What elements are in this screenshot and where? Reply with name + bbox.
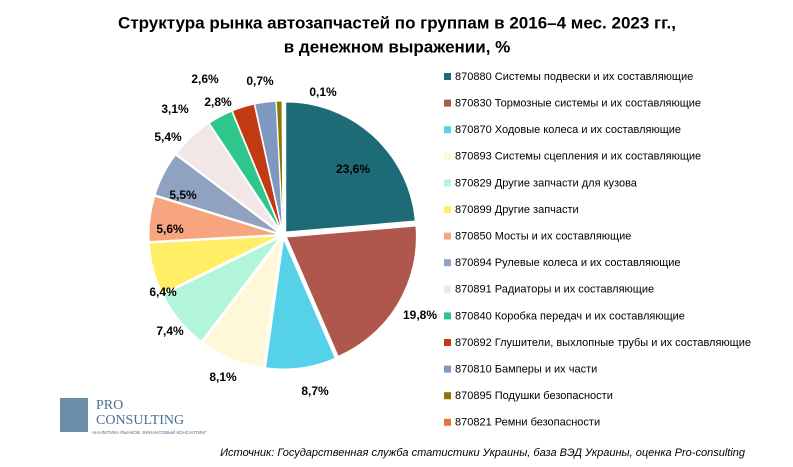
legend-label: 870893 Системы сцепления и их составляющ… (455, 151, 701, 163)
logo-bottom: CONSULTING (96, 413, 184, 428)
legend-swatch (444, 392, 451, 400)
data-label: 7,4% (156, 324, 184, 338)
pie-slice (148, 235, 280, 294)
legend-label: 870830 Тормозные системы и их составляющ… (455, 98, 701, 110)
pie-slice (208, 110, 282, 232)
legend-swatch (444, 206, 451, 213)
legend-label: 870870 Ходовые колеса и их составляющие (455, 124, 681, 136)
legend-label: 870880 Системы подвески и их составляющи… (455, 71, 693, 83)
pie-slice (285, 101, 416, 233)
data-label: 23,6% (336, 162, 370, 176)
legend-label: 870840 Коробка передач и их составляющие (455, 310, 685, 322)
data-label: 5,4% (154, 130, 182, 144)
legend-swatch (444, 418, 451, 426)
data-label: 2,8% (204, 95, 232, 109)
legend-swatch (444, 365, 451, 373)
data-label: 8,7% (301, 384, 329, 398)
legend-swatch (444, 312, 451, 320)
data-label: 3,1% (161, 102, 189, 116)
pie-slice (154, 154, 280, 234)
data-label: 5,5% (169, 188, 197, 202)
pie-slice (202, 236, 283, 369)
legend-label: 870894 Рулевые колеса и их составляющие (455, 257, 681, 269)
data-label: 6,4% (149, 285, 177, 299)
data-label: 19,8% (403, 308, 437, 322)
pie-slice (231, 103, 283, 232)
logo-top: PRO (96, 398, 123, 413)
data-label: 0,7% (246, 74, 274, 88)
legend-swatch (444, 259, 451, 267)
legend-label: 870850 Мосты и их составляющие (455, 231, 631, 243)
legend-label: 870821 Ремни безопасности (455, 417, 600, 429)
chart-subtitle: в денежном выражении, % (284, 37, 511, 56)
logo-tagline: АНАЛИТИКА РЫНКОВ. ФИНАНСОВЫЙ КОНСАЛТИНГ (92, 428, 207, 435)
legend-label: 870895 Подушки безопасности (455, 390, 613, 402)
legend-label: 870891 Радиаторы и их составляющие (455, 284, 654, 296)
source: Источник: Государственная служба статист… (220, 447, 746, 459)
pie-slice (162, 237, 281, 342)
logo-icon (60, 398, 88, 432)
legend-swatch (444, 152, 451, 160)
legend-swatch (444, 73, 451, 80)
legend-swatch (444, 285, 451, 293)
chart-title: Структура рынка автозапчастей по группам… (118, 13, 676, 32)
data-label: 0,1% (309, 85, 337, 99)
pie-slice (281, 100, 284, 232)
legend-label: 870810 Бамперы и их части (455, 364, 597, 376)
pie-slice (285, 225, 417, 357)
legend-swatch (444, 99, 451, 107)
legend-label: 870829 Другие запчасти для кузова (455, 177, 638, 189)
logo: PRO CONSULTING АНАЛИТИКА РЫНКОВ. ФИНАНСО… (60, 398, 207, 435)
legend-swatch (444, 232, 451, 240)
legend-swatch (444, 179, 451, 187)
legend-swatch (444, 126, 451, 134)
pie-slice (148, 195, 280, 242)
pie-slice (265, 237, 336, 370)
pie-slice (175, 123, 281, 233)
legend-label: 870899 Другие запчасти (455, 204, 579, 216)
legend-label: 870892 Глушители, выхлопные трубы и их с… (455, 337, 751, 349)
data-label: 8,1% (209, 370, 237, 384)
data-label: 2,6% (191, 72, 219, 86)
legend-swatch (444, 339, 451, 346)
data-label: 5,6% (156, 222, 184, 236)
